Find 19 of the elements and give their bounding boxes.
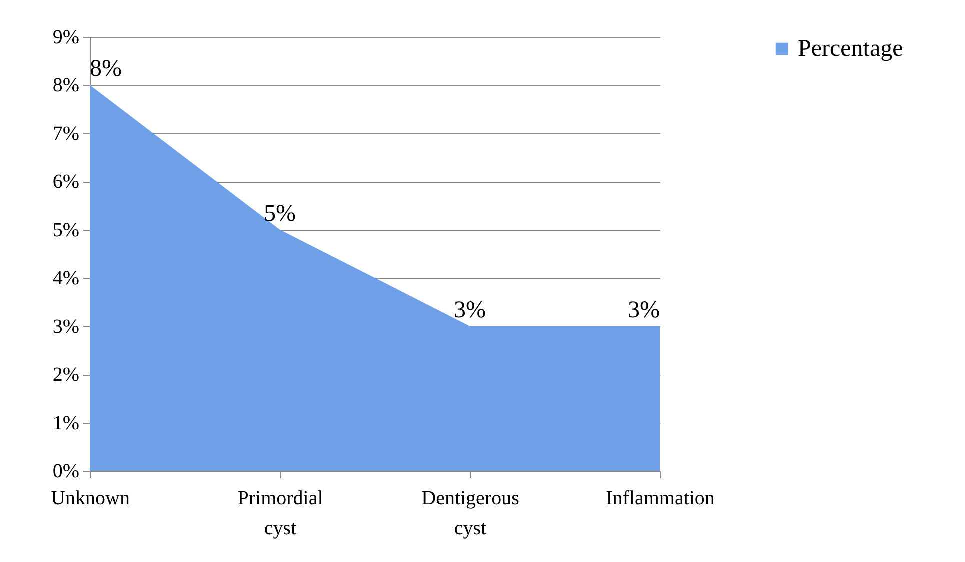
y-tick-label: 4% bbox=[52, 268, 80, 290]
y-tick-label: 3% bbox=[52, 316, 80, 338]
y-tick-label: 5% bbox=[52, 219, 80, 242]
y-tick-label: 7% bbox=[52, 122, 80, 145]
y-tick-label: 9% bbox=[52, 26, 80, 48]
x-tick-label: Inflammation bbox=[606, 488, 715, 510]
data-label: 3% bbox=[628, 297, 660, 324]
data-label: 8% bbox=[90, 56, 122, 82]
y-tick-label: 0% bbox=[52, 460, 80, 482]
y-tick-label: 2% bbox=[52, 364, 80, 386]
y-tick-label: 6% bbox=[52, 171, 80, 194]
x-tick-label: Unknown bbox=[51, 488, 130, 510]
data-label: 5% bbox=[264, 200, 296, 227]
y-tick-label: 1% bbox=[52, 412, 80, 434]
data-label: 3% bbox=[454, 297, 486, 324]
x-tick-label: Primordial cyst bbox=[238, 488, 324, 540]
legend-label: Percentage bbox=[798, 36, 904, 62]
y-tick-label: 8% bbox=[52, 74, 80, 97]
x-tick-label: Dentigerous cyst bbox=[422, 488, 520, 540]
